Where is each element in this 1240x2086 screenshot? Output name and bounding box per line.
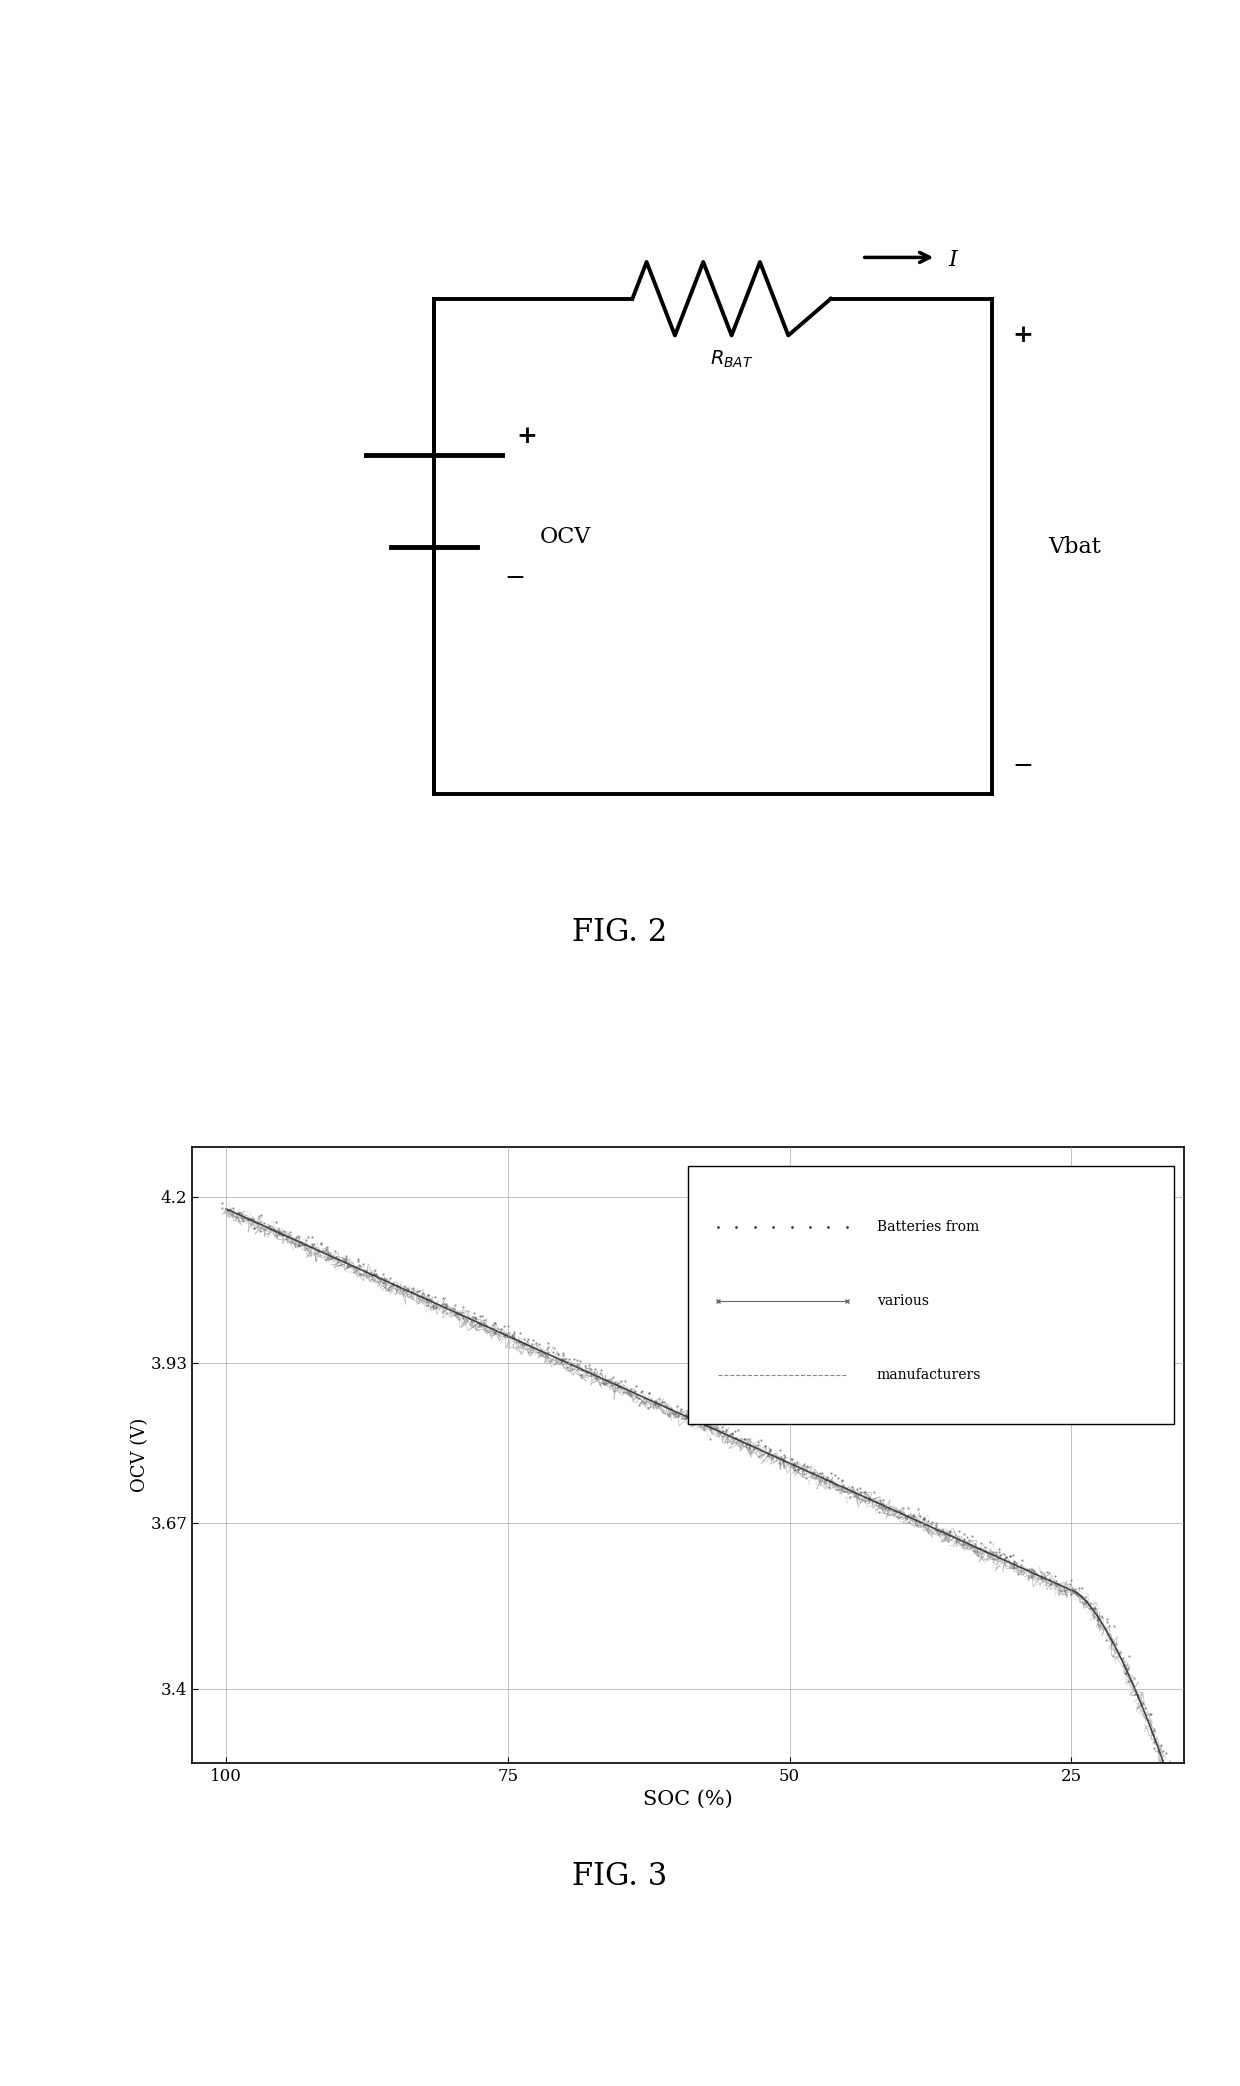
Bar [688, 1166, 1174, 1425]
X-axis label: SOC (%): SOC (%) [644, 1790, 733, 1809]
Text: manufacturers: manufacturers [877, 1368, 981, 1383]
Text: −: − [1013, 755, 1033, 778]
Text: +: + [1013, 323, 1033, 348]
Text: FIG. 3: FIG. 3 [573, 1861, 667, 1892]
Text: FIG. 2: FIG. 2 [573, 916, 667, 947]
Text: Vbat: Vbat [1048, 536, 1101, 557]
Text: +: + [517, 423, 537, 448]
Text: $R_{BAT}$: $R_{BAT}$ [709, 348, 754, 371]
Y-axis label: OCV (V): OCV (V) [131, 1418, 149, 1491]
Text: I: I [949, 248, 957, 271]
Text: Batteries from: Batteries from [877, 1220, 978, 1235]
Text: OCV: OCV [539, 526, 590, 549]
Text: various: various [877, 1293, 929, 1308]
Text: −: − [505, 567, 525, 590]
